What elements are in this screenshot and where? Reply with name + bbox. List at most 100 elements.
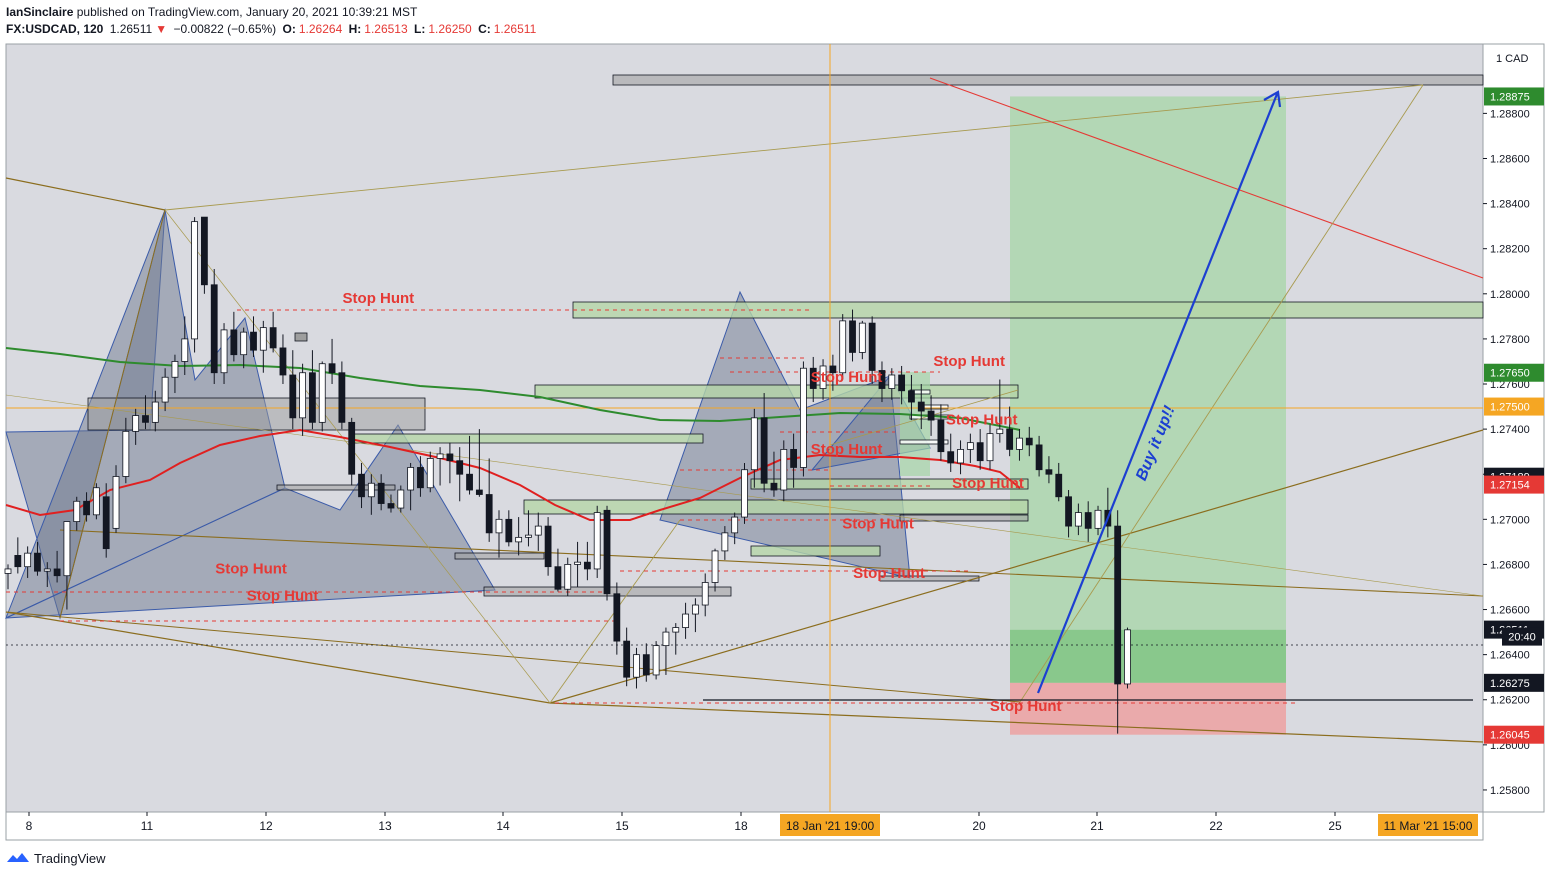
candle[interactable] xyxy=(191,221,198,340)
candle[interactable] xyxy=(387,503,395,509)
candle[interactable] xyxy=(407,467,415,491)
candle[interactable] xyxy=(800,367,807,468)
candle[interactable] xyxy=(289,374,297,419)
candle[interactable] xyxy=(132,415,140,432)
zone-box[interactable] xyxy=(534,384,1019,399)
candle[interactable] xyxy=(102,496,110,550)
candle[interactable] xyxy=(662,631,670,647)
candle[interactable] xyxy=(220,329,228,374)
moving-average-green[interactable] xyxy=(5,347,1021,431)
candle[interactable] xyxy=(485,494,493,534)
buy-arrow[interactable] xyxy=(1036,93,1279,694)
harmonic-pattern[interactable] xyxy=(5,424,496,619)
candle[interactable] xyxy=(446,453,454,462)
candle[interactable] xyxy=(790,449,797,468)
candle[interactable] xyxy=(721,532,729,552)
zone-box[interactable] xyxy=(353,433,704,444)
candle[interactable] xyxy=(682,613,689,628)
candle[interactable] xyxy=(593,512,601,570)
candle[interactable] xyxy=(898,374,906,392)
candle[interactable] xyxy=(996,428,1004,435)
trend-line[interactable] xyxy=(59,209,166,619)
time-marker[interactable] xyxy=(780,814,880,836)
candle[interactable] xyxy=(53,568,61,577)
candle[interactable] xyxy=(367,482,375,498)
candle[interactable] xyxy=(750,417,758,471)
candle[interactable] xyxy=(210,284,218,374)
candle[interactable] xyxy=(623,640,631,678)
candle[interactable] xyxy=(63,521,71,577)
zone-box[interactable] xyxy=(899,514,1029,522)
price-marker[interactable] xyxy=(1502,627,1542,646)
candle[interactable] xyxy=(1124,629,1131,685)
price-marker[interactable] xyxy=(1484,363,1544,382)
candle[interactable] xyxy=(692,604,699,615)
candle[interactable] xyxy=(151,401,159,423)
price-marker[interactable] xyxy=(1484,673,1544,692)
candle[interactable] xyxy=(495,518,503,534)
candle[interactable] xyxy=(819,365,827,389)
stop-zone[interactable] xyxy=(1010,682,1286,735)
candle[interactable] xyxy=(917,401,925,412)
candle[interactable] xyxy=(868,322,876,371)
trend-line[interactable] xyxy=(5,611,1021,703)
candle[interactable] xyxy=(426,458,434,489)
trend-line[interactable] xyxy=(5,177,166,211)
candle[interactable] xyxy=(760,417,768,484)
candle[interactable] xyxy=(122,430,130,477)
candle[interactable] xyxy=(250,331,257,351)
candle[interactable] xyxy=(809,367,817,389)
trend-line[interactable] xyxy=(5,611,551,704)
candle[interactable] xyxy=(1025,437,1033,446)
candle[interactable] xyxy=(475,489,483,495)
author-name[interactable]: IanSinclaire xyxy=(6,5,74,19)
candle[interactable] xyxy=(711,550,719,583)
candle[interactable] xyxy=(1006,428,1014,450)
candle[interactable] xyxy=(505,518,513,543)
candle[interactable] xyxy=(83,500,90,516)
candle[interactable] xyxy=(672,627,680,633)
candle[interactable] xyxy=(181,338,189,362)
candle[interactable] xyxy=(652,645,660,676)
candle[interactable] xyxy=(908,390,915,403)
candle[interactable] xyxy=(888,374,896,389)
candle[interactable] xyxy=(377,482,385,504)
candle[interactable] xyxy=(43,568,51,572)
candle[interactable] xyxy=(534,525,542,536)
candle[interactable] xyxy=(780,449,788,491)
trend-line[interactable] xyxy=(1019,84,1424,703)
candle[interactable] xyxy=(957,449,964,464)
candle[interactable] xyxy=(1074,512,1082,527)
candle[interactable] xyxy=(849,320,856,353)
candle[interactable] xyxy=(142,415,149,423)
tradingview-logo-icon[interactable] xyxy=(6,850,30,866)
candle[interactable] xyxy=(230,329,238,356)
candle[interactable] xyxy=(1016,437,1023,450)
zone-box[interactable] xyxy=(750,478,1029,490)
candle[interactable] xyxy=(318,363,326,423)
candle[interactable] xyxy=(642,654,650,676)
candle[interactable] xyxy=(161,376,169,403)
candle[interactable] xyxy=(338,372,346,423)
candle[interactable] xyxy=(976,442,984,462)
candle[interactable] xyxy=(770,482,778,491)
candle[interactable] xyxy=(633,654,640,678)
candle[interactable] xyxy=(299,372,307,419)
candle[interactable] xyxy=(741,469,748,518)
candle[interactable] xyxy=(858,322,866,353)
candle[interactable] xyxy=(937,419,945,453)
candle[interactable] xyxy=(259,327,267,351)
candle[interactable] xyxy=(829,365,837,374)
candle[interactable] xyxy=(1055,473,1063,498)
trend-line[interactable] xyxy=(59,529,1484,597)
candle[interactable] xyxy=(200,216,208,286)
candle[interactable] xyxy=(613,593,621,642)
candle[interactable] xyxy=(328,363,336,374)
time-marker[interactable] xyxy=(1378,814,1478,836)
price-marker[interactable] xyxy=(1484,475,1544,494)
candle[interactable] xyxy=(544,525,552,568)
trend-line[interactable] xyxy=(929,77,1484,279)
candle[interactable] xyxy=(73,500,81,522)
candle[interactable] xyxy=(1114,525,1122,685)
